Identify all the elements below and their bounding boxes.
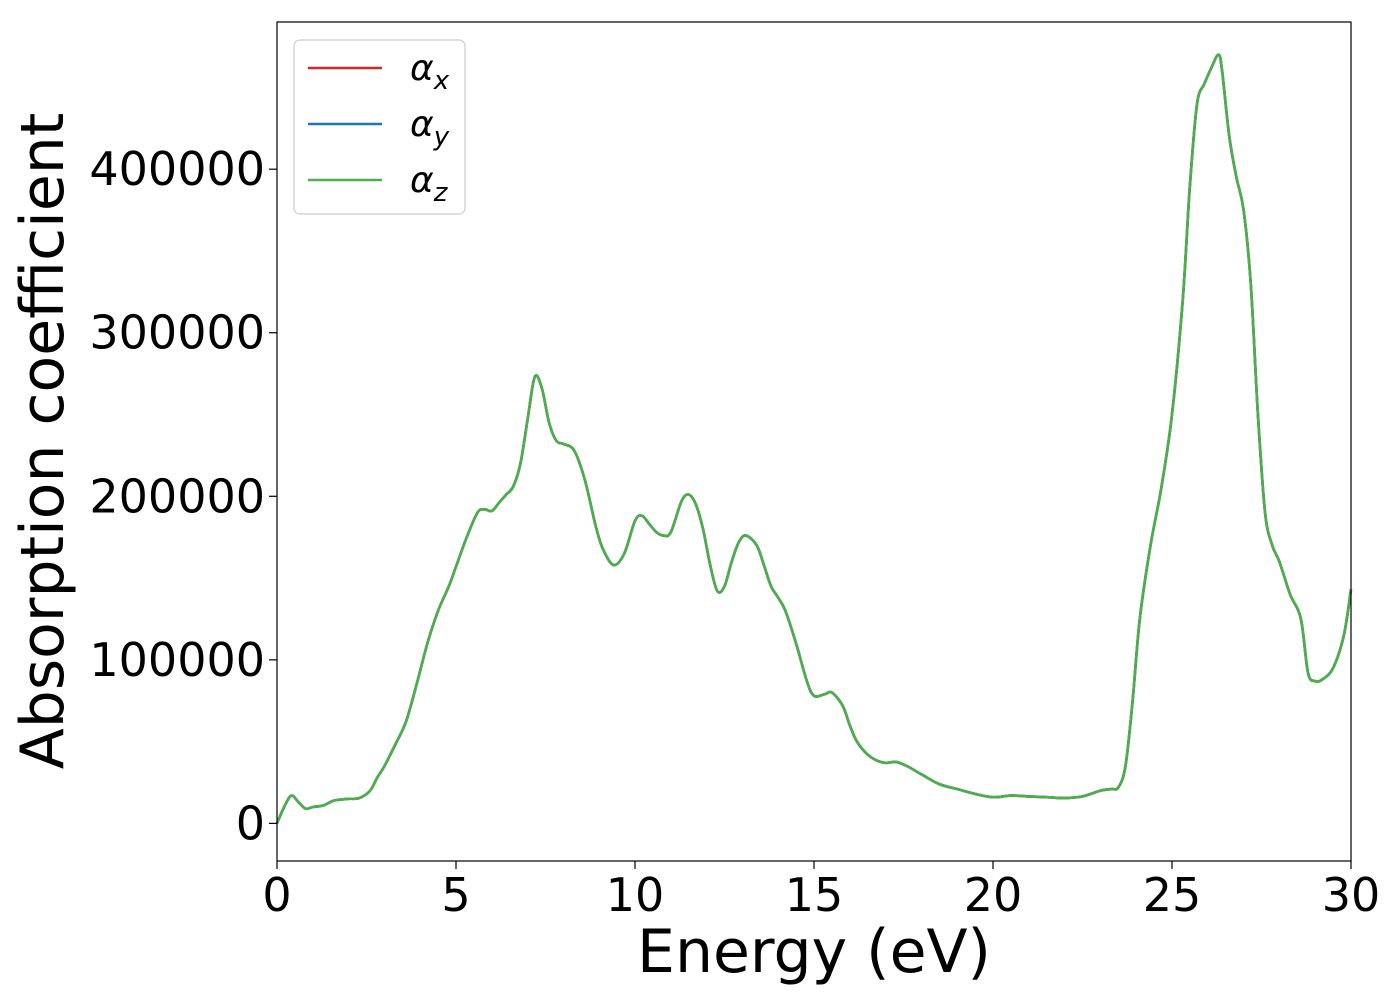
- y-tick-label: 300000: [89, 306, 265, 360]
- y-axis: 0 100000 200000 300000 400000: [89, 142, 277, 850]
- series-layer: [275, 53, 1353, 824]
- x-tick-label: 10: [606, 868, 665, 922]
- y-tick-label: 100000: [89, 633, 265, 687]
- x-axis-title: Energy (eV): [637, 917, 991, 987]
- y-tick-label: 0: [236, 796, 265, 850]
- x-tick-label: 15: [785, 868, 844, 922]
- x-tick-label: 20: [964, 868, 1023, 922]
- y-tick-label: 200000: [89, 469, 265, 523]
- y-axis-title: Absorption coefficient: [8, 113, 78, 770]
- series-line-z: [275, 53, 1353, 824]
- x-tick-label: 5: [441, 868, 470, 922]
- legend-label-z: αz: [410, 160, 449, 208]
- x-tick-label: 25: [1143, 868, 1202, 922]
- legend-label-x: αx: [410, 48, 450, 96]
- legend: αx αy αz: [293, 39, 466, 215]
- x-tick-label: 30: [1322, 868, 1381, 922]
- legend-frame: [293, 39, 466, 215]
- y-tick-label: 400000: [89, 142, 265, 196]
- x-axis: 0 5 10 15 20 25 30: [262, 861, 1380, 922]
- legend-label-y: αy: [410, 104, 450, 152]
- x-tick-label: 0: [262, 868, 291, 922]
